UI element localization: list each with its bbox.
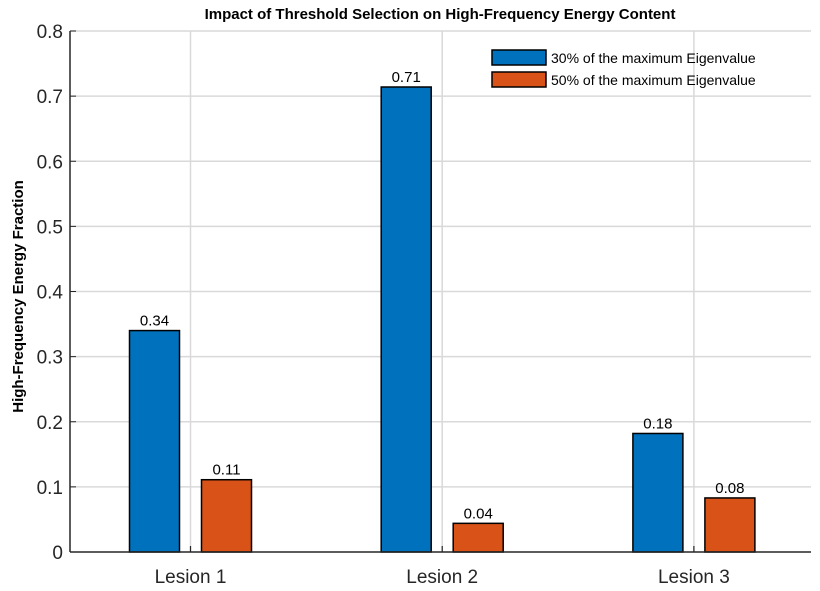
legend: 30% of the maximum Eigenvalue 50% of the … xyxy=(491,49,756,88)
bar xyxy=(632,432,684,553)
x-tick-label: Lesion 1 xyxy=(155,567,227,588)
x-tick-label: Lesion 2 xyxy=(406,567,478,588)
y-axis-label: High-Frequency Energy Fraction xyxy=(10,180,27,413)
bar xyxy=(704,497,756,553)
gridlines xyxy=(70,30,811,552)
y-tick-label: 0.4 xyxy=(37,283,64,304)
bar xyxy=(200,478,253,553)
data-label: 0.18 xyxy=(643,415,672,432)
data-label: 0.34 xyxy=(140,313,169,330)
data-labels: 0.34 0.71 0.18 0.11 0.04 0.08 xyxy=(140,69,745,522)
chart-title: Impact of Threshold Selection on High-Fr… xyxy=(204,6,676,23)
y-tick-label: 0.1 xyxy=(37,478,63,499)
y-tick-label: 0.6 xyxy=(37,152,63,173)
data-label: 0.11 xyxy=(212,462,240,479)
legend-label: 50% of the maximum Eigenvalue xyxy=(551,72,756,88)
y-tick-label: 0.5 xyxy=(37,217,63,238)
data-label: 0.71 xyxy=(392,69,421,86)
legend-swatch xyxy=(491,49,547,66)
y-tick-label: 0.8 xyxy=(37,22,63,43)
y-tick-label: 0 xyxy=(52,543,63,564)
data-label: 0.08 xyxy=(715,480,744,497)
y-tick-label: 0.3 xyxy=(37,348,63,369)
bar xyxy=(380,86,432,553)
legend-label: 30% of the maximum Eigenvalue xyxy=(551,50,756,66)
axes: 0 0.1 0.2 0.3 0.4 0.5 0.6 0.7 0.8 Lesion 1 Lesion … xyxy=(10,22,811,588)
bar xyxy=(452,522,504,553)
x-tick-label: Lesion 3 xyxy=(658,567,730,588)
y-tick-label: 0.2 xyxy=(37,413,63,434)
bar xyxy=(128,329,181,553)
bars xyxy=(128,86,756,553)
data-label: 0.04 xyxy=(464,505,493,522)
y-tick-label: 0.7 xyxy=(37,87,63,108)
legend-swatch xyxy=(491,71,547,88)
